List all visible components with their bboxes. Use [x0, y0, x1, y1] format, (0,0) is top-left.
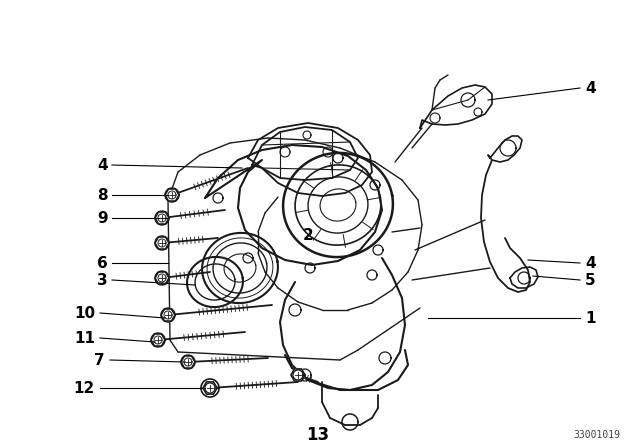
Polygon shape	[165, 189, 179, 201]
Text: 6: 6	[97, 255, 108, 271]
Text: 4: 4	[585, 81, 596, 95]
Text: 2: 2	[303, 228, 314, 242]
Text: 11: 11	[74, 331, 95, 345]
Text: 1: 1	[585, 310, 595, 326]
Polygon shape	[151, 334, 165, 346]
Text: 9: 9	[97, 211, 108, 225]
Polygon shape	[181, 356, 195, 368]
Polygon shape	[291, 369, 305, 381]
Text: 4: 4	[97, 158, 108, 172]
Text: 12: 12	[74, 380, 95, 396]
Text: 3: 3	[97, 272, 108, 288]
Polygon shape	[155, 237, 169, 249]
Text: 33001019: 33001019	[573, 430, 620, 440]
Polygon shape	[161, 309, 175, 321]
Polygon shape	[203, 382, 217, 394]
Text: 8: 8	[97, 188, 108, 202]
Polygon shape	[155, 272, 169, 284]
Text: 5: 5	[585, 272, 596, 288]
Text: 7: 7	[94, 353, 105, 367]
Polygon shape	[155, 212, 169, 224]
Text: 10: 10	[74, 306, 95, 320]
Text: 4: 4	[585, 255, 596, 271]
Text: 13: 13	[307, 426, 330, 444]
